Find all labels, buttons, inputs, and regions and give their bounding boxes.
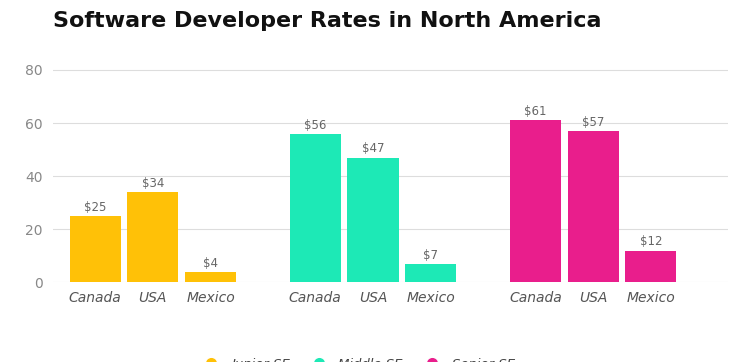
Bar bbox=[185, 272, 236, 282]
Bar bbox=[510, 121, 561, 282]
Legend: Junior SE, Middle SE, Senior SE: Junior SE, Middle SE, Senior SE bbox=[193, 353, 520, 362]
Bar bbox=[568, 131, 619, 282]
Text: $56: $56 bbox=[304, 119, 326, 131]
Text: $7: $7 bbox=[423, 249, 438, 262]
Text: $61: $61 bbox=[524, 105, 547, 118]
Bar bbox=[128, 192, 178, 282]
Text: $47: $47 bbox=[362, 143, 384, 155]
Text: $25: $25 bbox=[84, 201, 106, 214]
Text: $34: $34 bbox=[142, 177, 164, 190]
Text: $4: $4 bbox=[203, 257, 218, 270]
Bar bbox=[347, 157, 398, 282]
Bar bbox=[70, 216, 121, 282]
Text: $12: $12 bbox=[640, 235, 662, 248]
Bar bbox=[290, 134, 340, 282]
Text: $57: $57 bbox=[582, 116, 604, 129]
Bar bbox=[405, 264, 456, 282]
Text: Software Developer Rates in North America: Software Developer Rates in North Americ… bbox=[53, 11, 601, 31]
Bar bbox=[626, 251, 676, 282]
